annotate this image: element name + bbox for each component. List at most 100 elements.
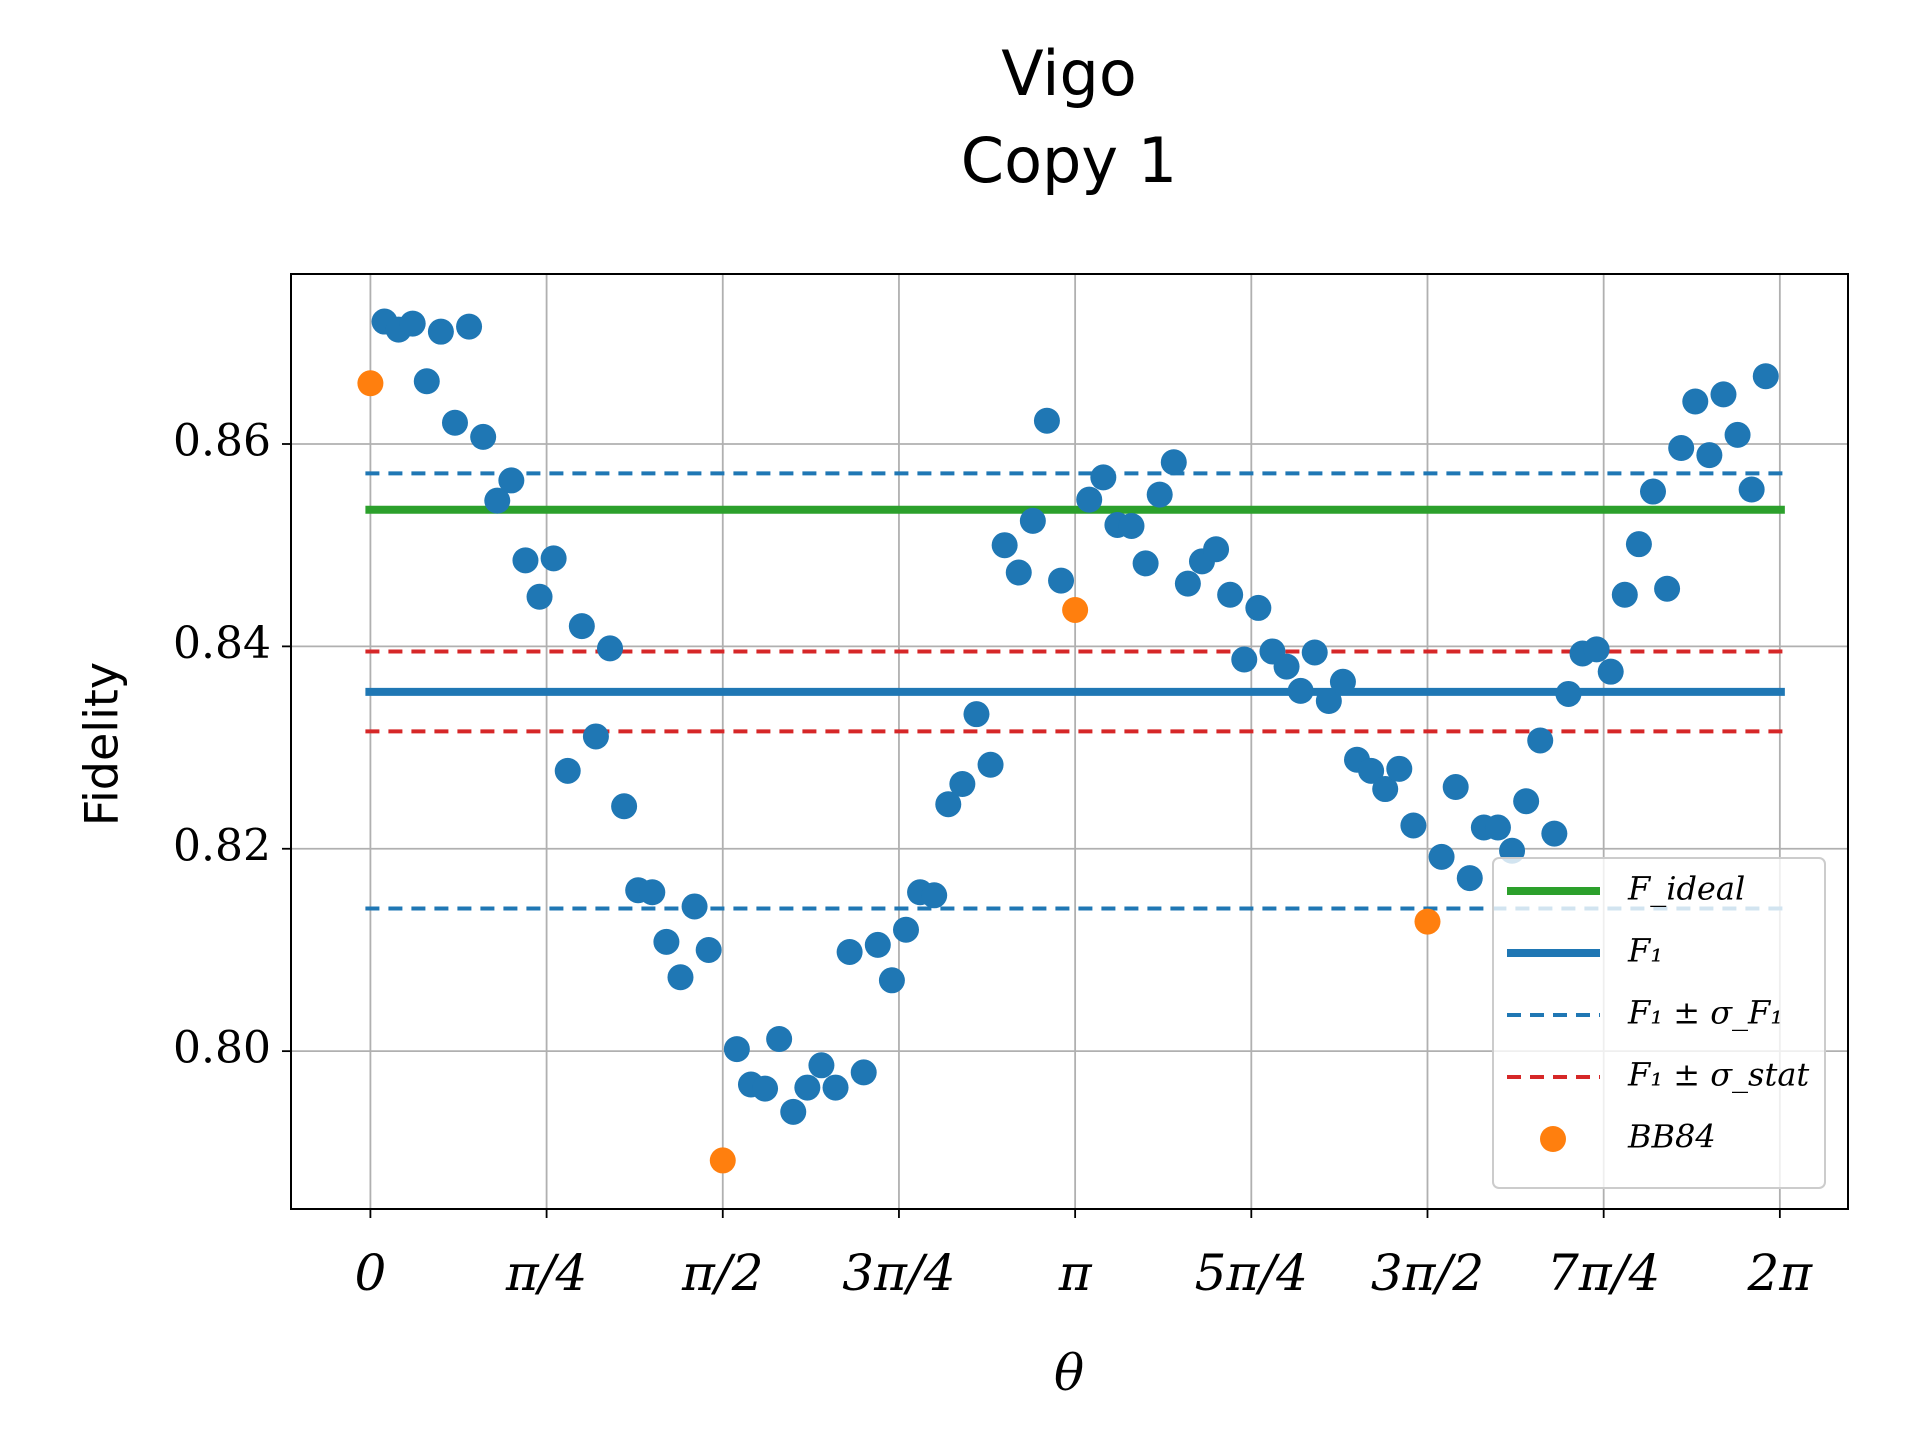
data-point bbox=[413, 368, 440, 395]
data-point bbox=[1160, 449, 1187, 476]
y-tick-label: 0.82 bbox=[173, 820, 271, 871]
data-point bbox=[1315, 688, 1342, 715]
data-point bbox=[1541, 820, 1568, 847]
data-point bbox=[780, 1098, 807, 1125]
data-point bbox=[752, 1075, 779, 1102]
x-tick-label: π bbox=[1058, 1244, 1093, 1302]
y-tick-label: 0.86 bbox=[173, 416, 271, 467]
data-point bbox=[1456, 865, 1483, 892]
data-point bbox=[526, 583, 553, 610]
data-point bbox=[1329, 668, 1356, 695]
data-point bbox=[1386, 755, 1413, 782]
data-point bbox=[1414, 908, 1441, 935]
y-tick-label: 0.84 bbox=[173, 618, 271, 669]
legend-swatch bbox=[1540, 1126, 1566, 1152]
legend-box bbox=[1492, 857, 1826, 1189]
data-point bbox=[1400, 812, 1427, 839]
data-point bbox=[935, 791, 962, 818]
y-axis-label: Fidelity bbox=[75, 662, 129, 826]
data-point bbox=[597, 635, 624, 662]
data-point bbox=[808, 1052, 835, 1079]
data-point bbox=[498, 467, 525, 494]
y-tick-label: 0.80 bbox=[173, 1023, 271, 1074]
data-point bbox=[1654, 575, 1681, 602]
data-point bbox=[963, 701, 990, 728]
data-point bbox=[512, 547, 539, 574]
data-point bbox=[1019, 507, 1046, 534]
data-point bbox=[1428, 843, 1455, 870]
data-point bbox=[1527, 727, 1554, 754]
data-point bbox=[921, 882, 948, 909]
data-point bbox=[1639, 478, 1666, 505]
data-point bbox=[456, 313, 483, 340]
data-point bbox=[1358, 757, 1385, 784]
x-axis-label: θ bbox=[1054, 1344, 1084, 1402]
plot-frame bbox=[290, 273, 1849, 1210]
data-point bbox=[794, 1074, 821, 1101]
legend-label: F₁ ± σ_F₁ bbox=[1627, 994, 1783, 1032]
data-point bbox=[1625, 531, 1652, 558]
data-point bbox=[427, 318, 454, 345]
data-point bbox=[1132, 550, 1159, 577]
data-point bbox=[1048, 567, 1075, 594]
data-point bbox=[766, 1026, 793, 1052]
data-point bbox=[1710, 381, 1737, 408]
data-point bbox=[836, 938, 863, 965]
x-tick-label: 7π/4 bbox=[1547, 1244, 1660, 1302]
data-point bbox=[568, 613, 595, 640]
data-point bbox=[892, 916, 919, 943]
data-point bbox=[709, 1147, 736, 1174]
data-point bbox=[850, 1059, 877, 1086]
data-point bbox=[1118, 512, 1145, 539]
data-point bbox=[1682, 388, 1709, 415]
data-point bbox=[977, 751, 1004, 778]
data-point bbox=[441, 409, 468, 436]
data-point bbox=[878, 967, 905, 994]
data-point bbox=[653, 928, 680, 955]
data-point bbox=[1090, 464, 1117, 491]
chart-subtitle: Copy 1 bbox=[961, 124, 1177, 197]
legend-label: F_ideal bbox=[1627, 870, 1745, 908]
data-point bbox=[1372, 776, 1399, 803]
data-point bbox=[1696, 442, 1723, 469]
data-point bbox=[1301, 639, 1328, 666]
data-point bbox=[1668, 435, 1695, 462]
data-point bbox=[1062, 596, 1089, 623]
chart-title: Vigo bbox=[1001, 37, 1137, 110]
data-point bbox=[1231, 646, 1258, 673]
data-point bbox=[1597, 658, 1624, 685]
data-point bbox=[1513, 788, 1540, 815]
x-tick-label: 2π bbox=[1747, 1244, 1814, 1302]
data-point bbox=[667, 964, 694, 991]
data-point bbox=[1738, 476, 1765, 503]
data-point bbox=[1583, 636, 1610, 663]
data-point bbox=[723, 1036, 750, 1063]
legend-label: BB84 bbox=[1627, 1118, 1716, 1156]
legend-label: F₁ ± σ_stat bbox=[1627, 1056, 1809, 1094]
data-point bbox=[1005, 559, 1032, 586]
data-point bbox=[582, 723, 609, 750]
x-tick-label: π/4 bbox=[505, 1244, 588, 1302]
data-point bbox=[1555, 680, 1582, 707]
x-tick-label: 3π/4 bbox=[842, 1244, 955, 1302]
data-point bbox=[822, 1074, 849, 1101]
data-point bbox=[949, 771, 976, 797]
data-point bbox=[695, 936, 722, 963]
data-point bbox=[1033, 407, 1060, 434]
data-point bbox=[639, 879, 666, 906]
x-tick-label: 3π/2 bbox=[1371, 1244, 1484, 1302]
data-point bbox=[1203, 536, 1230, 563]
data-point bbox=[540, 545, 567, 572]
data-point bbox=[1076, 486, 1103, 513]
data-point bbox=[399, 310, 426, 337]
data-point bbox=[611, 793, 638, 820]
data-point bbox=[1752, 363, 1779, 390]
legend-label: F₁ bbox=[1627, 932, 1663, 970]
data-point bbox=[1287, 677, 1314, 704]
x-tick-label: 5π/4 bbox=[1195, 1244, 1308, 1302]
data-point bbox=[470, 423, 497, 450]
data-point bbox=[1245, 594, 1272, 621]
data-point bbox=[864, 931, 891, 958]
